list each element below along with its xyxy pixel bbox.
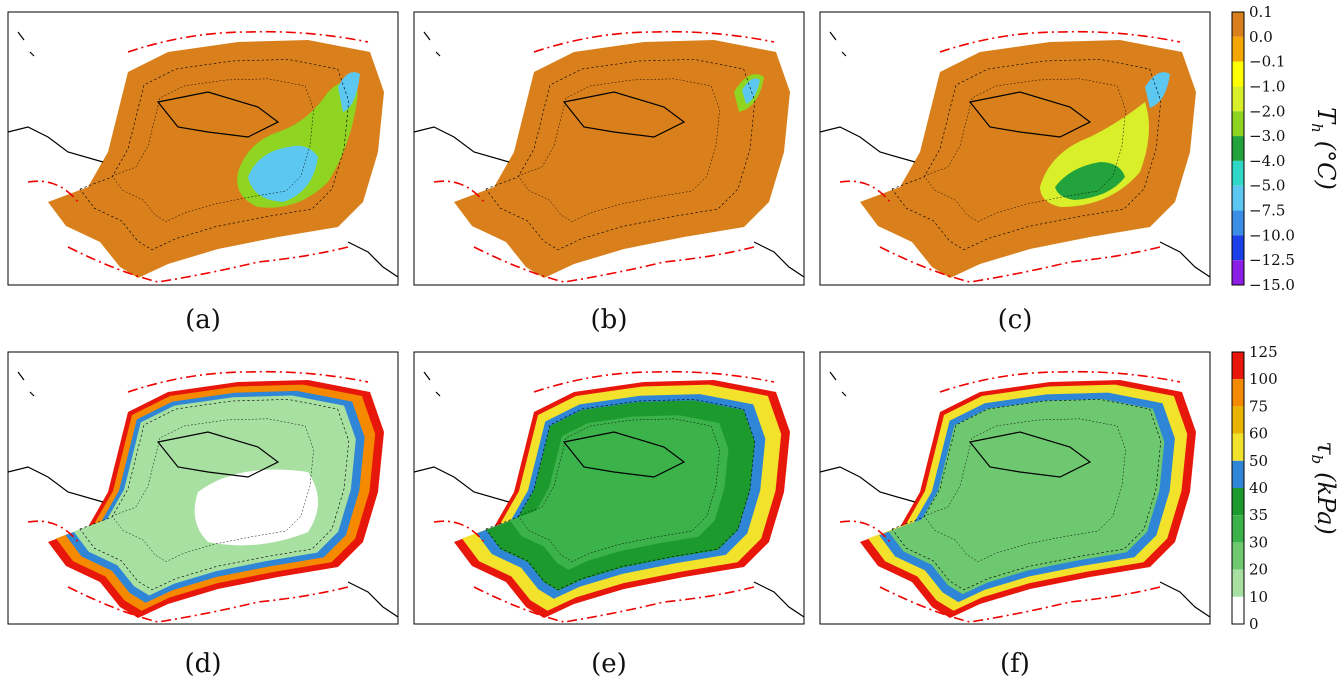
colorbar-segment — [1232, 515, 1244, 543]
colorbar-tick-label: 0 — [1249, 615, 1259, 633]
colorbar-segment — [1232, 61, 1244, 87]
colorbar-title: Th (°C) — [1308, 107, 1340, 190]
colorbar-tick-label: 35 — [1249, 506, 1268, 524]
colorbar-segment — [1232, 379, 1244, 407]
panel-label: (c) — [998, 305, 1033, 335]
colorbar-tick-label: −4.0 — [1249, 152, 1285, 170]
colorbar-tick-label: 125 — [1249, 343, 1278, 361]
colorbar-tick-label: 75 — [1249, 397, 1268, 415]
panel-label: (b) — [591, 305, 628, 335]
colorbar-segment — [1232, 12, 1244, 37]
colorbar-segment — [1232, 136, 1244, 161]
colorbar-tick-label: −15.0 — [1249, 276, 1295, 294]
colorbar-tick-label: 60 — [1249, 425, 1268, 443]
subscript: b — [1308, 455, 1326, 465]
panel-label: (f) — [1000, 649, 1030, 679]
symbol: T — [1312, 107, 1340, 125]
colorbar-tick-label: −10.0 — [1249, 226, 1295, 244]
colorbar-tick-label: 100 — [1249, 370, 1278, 388]
map-d — [7, 351, 399, 625]
colorbar-tick-label: 40 — [1249, 479, 1268, 497]
colorbar-segment — [1232, 235, 1244, 261]
colorbar-segment — [1232, 488, 1244, 516]
colorbar-segment — [1232, 542, 1244, 570]
colorbar-segment — [1232, 433, 1244, 461]
panel-labels: (a) (b) (c) (d) (e) (f) — [185, 305, 1033, 679]
colorbar-tick-label: −5.0 — [1249, 177, 1285, 195]
colorbar-segment — [1232, 460, 1244, 488]
subscript: h — [1308, 123, 1326, 133]
colorbar-segment — [1232, 160, 1244, 186]
colorbar-segment — [1232, 596, 1244, 624]
colorbar-tick-label: −7.5 — [1249, 202, 1285, 220]
colorbar-frame — [1231, 351, 1245, 625]
colorbar-tick-label: −2.0 — [1249, 102, 1285, 120]
colorbar-segment — [1232, 36, 1244, 62]
map-f — [819, 351, 1211, 625]
colorbar-tick-label: −12.5 — [1249, 251, 1295, 269]
colorbar-tick-label: 20 — [1249, 561, 1268, 579]
colorbar-tick-label: 0.0 — [1249, 28, 1273, 46]
colorbar-segment — [1232, 86, 1244, 112]
colorbar-segment — [1232, 260, 1244, 285]
colorbar-tick-label: 10 — [1249, 588, 1268, 606]
symbol: τ — [1312, 441, 1340, 455]
colorbar-segment — [1232, 406, 1244, 434]
panel-label: (a) — [185, 305, 221, 335]
colorbar-segment — [1232, 111, 1244, 137]
panel-label: (d) — [185, 649, 222, 679]
colorbar-title: τb (kPa) — [1308, 441, 1340, 535]
colorbar-tick-label: −1.0 — [1249, 77, 1285, 95]
colorbar-segment — [1232, 352, 1244, 380]
colorbars: 0.1 0.0 −0.1 −1.0 −2.0 −3.0 −4.0 −5.0 −7.5 −10.0 −… — [1231, 3, 1340, 633]
colorbar-segment — [1232, 569, 1244, 597]
colorbar-segment — [1232, 210, 1244, 236]
map-b — [413, 11, 805, 286]
unit: (kPa) — [1312, 472, 1340, 535]
panel-label: (e) — [591, 649, 627, 679]
colorbar-tick-label: 0.1 — [1249, 3, 1273, 21]
colorbar-tick-label: −3.0 — [1249, 127, 1285, 145]
colorbar-frame — [1231, 11, 1245, 286]
unit: (°C) — [1312, 141, 1340, 190]
map-c — [819, 11, 1211, 286]
colorbar-tick-label: −0.1 — [1249, 53, 1285, 71]
colorbar-segment — [1232, 185, 1244, 211]
colorbar-tick-label: 50 — [1249, 452, 1268, 470]
map-a — [7, 11, 399, 286]
colorbar-tick-label: 30 — [1249, 533, 1268, 551]
map-e — [413, 351, 805, 625]
